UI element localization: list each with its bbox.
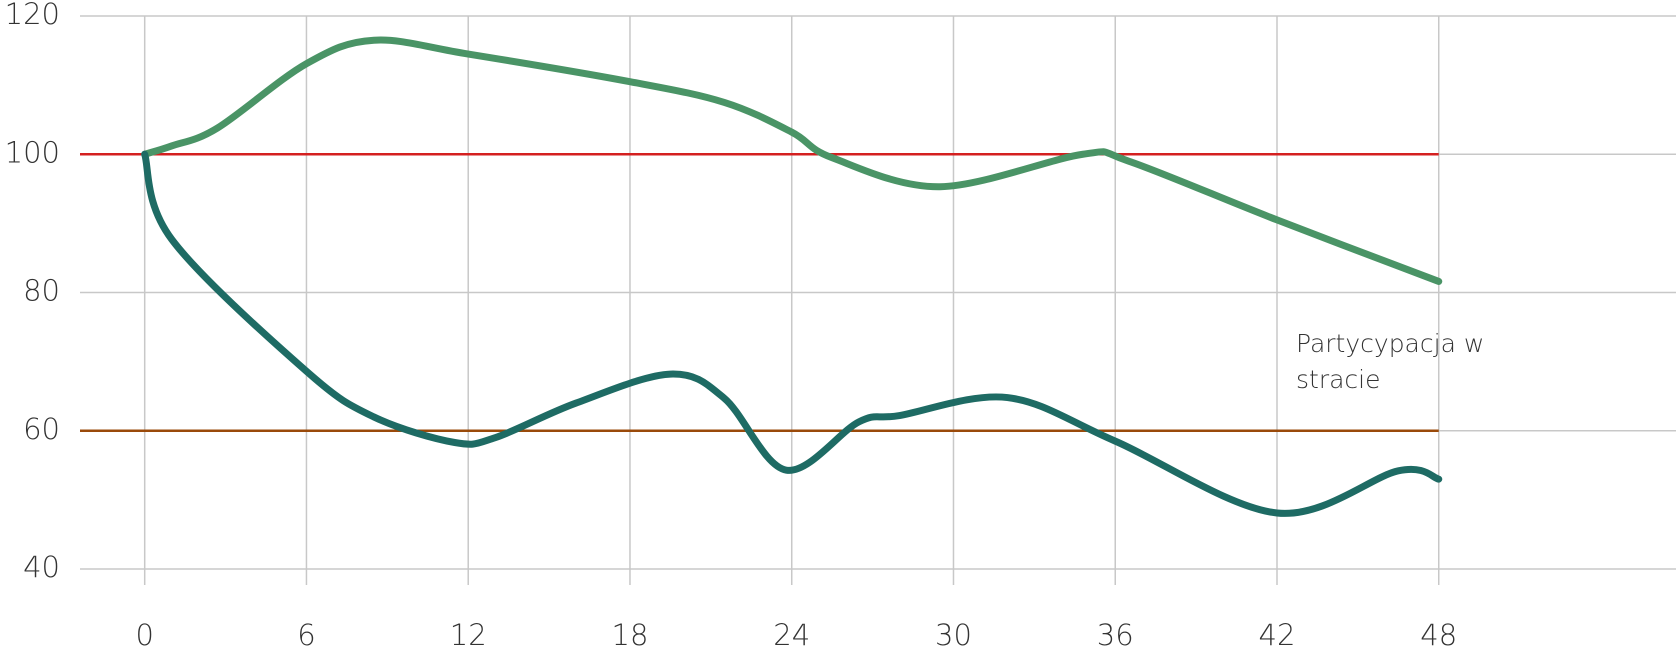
line-series (141, 150, 1443, 517)
x-tick-label: 6 (297, 618, 315, 652)
x-tick-label: 24 (773, 618, 810, 652)
line-series (141, 36, 1443, 285)
x-tick-label: 18 (612, 618, 649, 652)
x-tick-label: 36 (1097, 618, 1134, 652)
y-tick-label: 120 (5, 0, 60, 31)
y-tick-label: 60 (23, 412, 60, 446)
x-tick-label: 42 (1259, 618, 1296, 652)
x-tick-label: 0 (135, 618, 153, 652)
y-tick-label: 100 (5, 135, 60, 169)
y-tick-label: 40 (23, 550, 60, 584)
x-tick-label: 12 (450, 618, 487, 652)
x-tick-label: 30 (935, 618, 972, 652)
x-tick-label: 48 (1420, 618, 1457, 652)
y-tick-label: 80 (23, 274, 60, 308)
annotation: Partycypacja w stracie (1296, 329, 1485, 394)
